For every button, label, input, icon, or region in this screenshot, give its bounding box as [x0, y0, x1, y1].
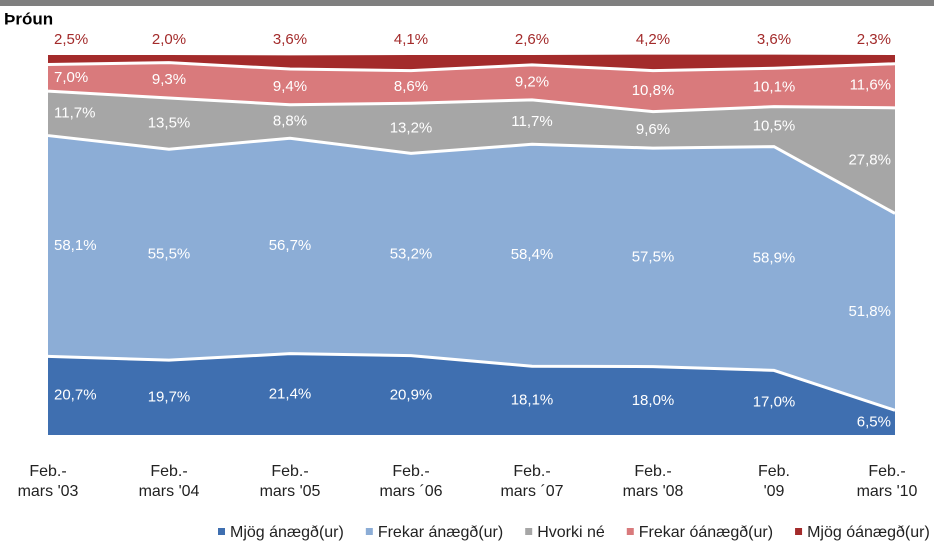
x-tick-label: Feb.- mars '10 — [856, 463, 918, 500]
value-label: 11,7% — [511, 113, 552, 130]
value-label: 10,5% — [753, 118, 796, 135]
top-bar — [0, 0, 934, 6]
value-label: 53,2% — [390, 245, 433, 262]
value-label: 27,8% — [848, 152, 891, 169]
legend-swatch — [626, 528, 634, 535]
area — [48, 91, 895, 214]
value-label: 58,1% — [54, 237, 97, 254]
x-tick-label: Feb.- mars '04 — [138, 463, 200, 500]
chart-title: Þróun — [4, 9, 53, 28]
legend-label: Hvorki né — [537, 524, 605, 541]
value-label: 9,2% — [515, 73, 549, 90]
legend-swatch — [218, 528, 225, 535]
separator — [47, 61, 896, 73]
x-tick-label: Feb.- mars ´06 — [379, 463, 443, 500]
legend-label: Frekar óánægð(ur) — [639, 524, 773, 541]
value-label: 18,0% — [632, 392, 675, 409]
value-label: 6,5% — [857, 414, 891, 431]
value-label: 13,2% — [390, 119, 433, 136]
value-label: 51,8% — [848, 303, 891, 320]
legend-label: Mjög óánægð(ur) — [807, 524, 930, 541]
value-label: 11,6% — [850, 77, 891, 94]
separator — [47, 352, 896, 412]
value-label: 9,3% — [152, 71, 186, 88]
separator — [47, 134, 896, 215]
value-label: 10,1% — [753, 78, 796, 95]
value-label: 10,8% — [632, 82, 675, 99]
value-label: 18,1% — [511, 392, 554, 409]
x-tick-label: Feb.- mars '05 — [259, 463, 321, 500]
value-label: 57,5% — [632, 248, 675, 265]
value-label: 20,9% — [390, 386, 433, 403]
value-label: 56,7% — [269, 237, 312, 254]
value-label: 21,4% — [269, 385, 312, 402]
value-label: 11,7% — [54, 104, 95, 121]
legend-swatch — [525, 528, 533, 535]
value-label: 8,6% — [394, 78, 428, 95]
legend-label: Frekar ánægð(ur) — [378, 524, 503, 541]
value-label: 3,6% — [273, 31, 307, 48]
value-label: 4,2% — [636, 31, 670, 48]
value-label: 7,0% — [54, 69, 88, 86]
area — [48, 353, 895, 435]
separator — [47, 89, 896, 114]
value-label: 2,5% — [54, 31, 88, 48]
value-label: 2,6% — [515, 31, 549, 48]
area — [48, 62, 895, 112]
x-tick-label: Feb.- mars '03 — [17, 463, 79, 500]
value-label: 2,0% — [152, 31, 186, 48]
x-tick-label: Feb.- mars ´07 — [500, 463, 564, 500]
legend-swatch — [795, 528, 803, 535]
value-label: 20,7% — [54, 387, 97, 404]
legend-swatch — [365, 528, 373, 535]
x-tick-label: Feb. '09 — [757, 463, 790, 500]
value-label: 17,0% — [753, 394, 796, 411]
value-label: 2,3% — [857, 31, 891, 48]
x-tick-label: Feb.- mars '08 — [622, 463, 684, 500]
value-label: 55,5% — [148, 246, 191, 263]
value-label: 8,8% — [273, 112, 307, 129]
value-label: 9,6% — [636, 121, 670, 138]
value-label: 58,9% — [753, 249, 796, 266]
value-label: 58,4% — [511, 246, 554, 263]
value-label: 9,4% — [273, 78, 307, 95]
legend-label: Mjög ánægð(ur) — [230, 524, 344, 541]
value-label: 4,1% — [394, 31, 428, 48]
value-label: 13,5% — [148, 115, 191, 132]
value-label: 3,6% — [757, 31, 791, 48]
area — [48, 135, 895, 411]
value-label: 19,7% — [148, 389, 191, 406]
